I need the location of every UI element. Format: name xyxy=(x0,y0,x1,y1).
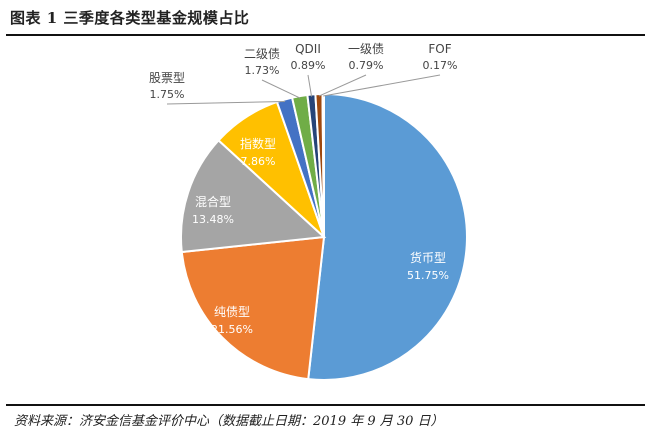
slice-name-label-5: 二级债 xyxy=(244,47,280,61)
slice-value-label-0: 51.75% xyxy=(407,269,449,282)
leader-line-5 xyxy=(261,79,301,99)
slice-name-label-1: 纯债型 xyxy=(214,305,250,319)
chart-title: 图表 1 三季度各类型基金规模占比 xyxy=(10,9,250,27)
slice-value-label-1: 21.56% xyxy=(211,323,253,336)
slice-value-label-4: 1.75% xyxy=(150,88,185,101)
leader-line-7 xyxy=(318,74,367,97)
slice-value-label-7: 0.79% xyxy=(349,59,384,72)
slice-value-label-2: 13.48% xyxy=(192,213,234,226)
slice-name-label-4: 股票型 xyxy=(149,71,185,85)
leader-line-4 xyxy=(166,100,286,105)
slice-value-label-5: 1.73% xyxy=(245,64,280,77)
leader-line-8 xyxy=(323,74,441,97)
source-note: 资料来源：济安金信基金评价中心（数据截止日期：2019 年 9 月 30 日） xyxy=(14,414,444,429)
slice-value-label-8: 0.17% xyxy=(423,59,458,72)
pie-slice-2 xyxy=(180,138,327,254)
slice-name-label-7: 一级债 xyxy=(348,42,384,56)
slice-name-label-6: QDII xyxy=(295,42,321,56)
top-rule xyxy=(6,34,645,36)
slice-name-label-2: 混合型 xyxy=(195,194,231,209)
bottom-rule xyxy=(6,404,645,406)
slice-name-label-0: 货币型 xyxy=(410,250,446,265)
leader-line-6 xyxy=(307,74,313,97)
pie-slice-1 xyxy=(180,235,326,381)
slice-value-label-6: 0.89% xyxy=(291,59,326,72)
slice-name-label-8: FOF xyxy=(428,42,451,56)
slice-value-label-3: 7.86% xyxy=(241,155,276,168)
slice-name-label-3: 指数型 xyxy=(240,136,276,151)
pie-slice-0 xyxy=(307,92,468,381)
